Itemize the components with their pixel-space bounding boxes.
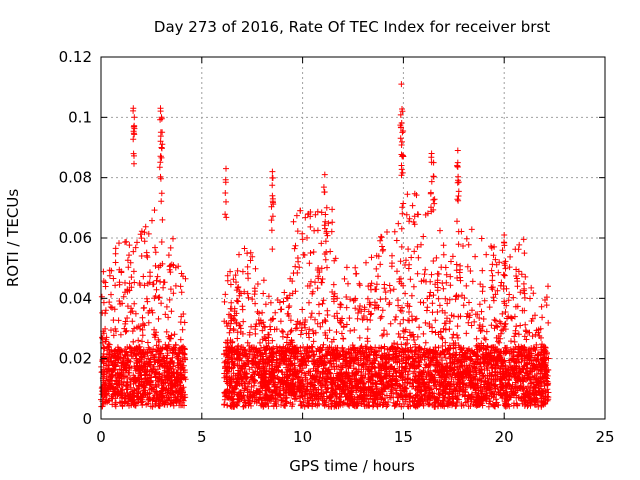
y-axis-label: ROTI / TECUs bbox=[4, 189, 22, 287]
scatter-points bbox=[98, 81, 552, 410]
y-tick-label: 0.1 bbox=[68, 108, 92, 126]
y-tick-label: 0 bbox=[82, 410, 92, 428]
chart-title: Day 273 of 2016, Rate Of TEC Index for r… bbox=[154, 18, 550, 36]
x-tick-label: 5 bbox=[197, 428, 207, 446]
x-tick-label: 15 bbox=[394, 428, 413, 446]
x-tick-label: 25 bbox=[595, 428, 614, 446]
y-tick-label: 0.08 bbox=[59, 169, 92, 187]
data-markers bbox=[98, 81, 552, 410]
y-tick-label: 0.04 bbox=[59, 289, 92, 307]
axes: 0 0.02 0.04 0.06 0.08 0.1 0.12 0 5 10 15 20 25 bbox=[59, 48, 615, 446]
plot-frame bbox=[100, 56, 606, 420]
x-tick-label: 20 bbox=[495, 428, 514, 446]
y-tick-label: 0.12 bbox=[59, 48, 92, 66]
x-tick-label: 0 bbox=[96, 428, 106, 446]
y-tick-label: 0.06 bbox=[59, 229, 92, 247]
x-axis-label: GPS time / hours bbox=[289, 457, 415, 475]
y-tick-label: 0.02 bbox=[59, 350, 92, 368]
x-tick-label: 10 bbox=[293, 428, 312, 446]
